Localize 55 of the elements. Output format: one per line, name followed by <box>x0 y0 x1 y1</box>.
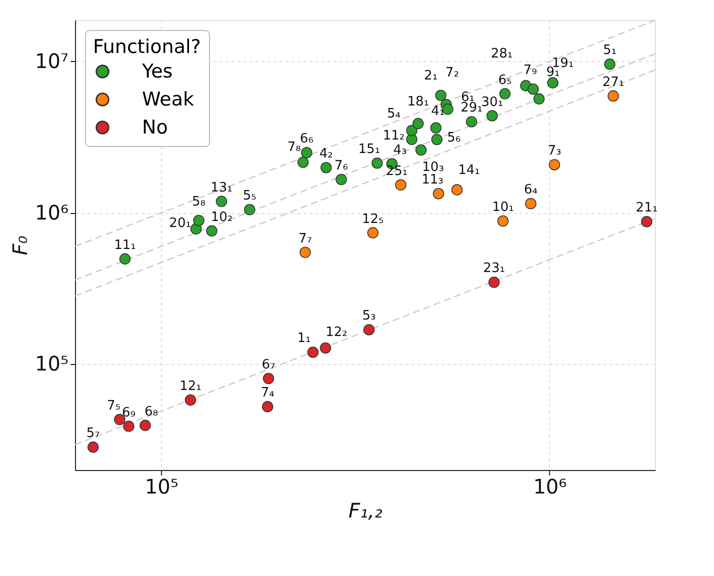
annotation: 5₆ <box>447 130 461 146</box>
annotation: 4₁ <box>431 104 445 119</box>
annotation: 6₈ <box>144 404 158 420</box>
annotation: 6₉ <box>122 405 136 420</box>
annotation: 1₁ <box>297 331 311 346</box>
annotation: 14₁ <box>458 162 480 178</box>
legend-title: Functional? <box>93 36 201 58</box>
annotation: 6₆ <box>300 132 314 147</box>
legend-label: Weak <box>142 88 194 110</box>
annotation: 5₁ <box>603 43 617 58</box>
x-axis-title: F₁,₂ <box>348 498 382 522</box>
annotation: 21₁ <box>636 200 658 216</box>
y-tick-label: 10⁵ <box>35 352 68 376</box>
annotation: 6₄ <box>524 182 538 198</box>
legend-label: No <box>142 116 168 138</box>
annotation: 20₁ <box>169 216 191 231</box>
annotation: 6₅ <box>498 72 512 88</box>
annotation: 28₁ <box>490 46 513 62</box>
annotation: 11₃ <box>422 172 444 188</box>
annotation: 11₂ <box>382 128 405 144</box>
annotation: 5₈ <box>192 194 206 210</box>
annotation: 7₆ <box>334 158 348 174</box>
annotation: 2₁ <box>424 68 438 84</box>
annotation: 7₈ <box>287 140 301 156</box>
annotation: 30₁ <box>481 94 504 110</box>
annotation: 25₁ <box>386 164 408 179</box>
annotation: 5₇ <box>86 426 100 442</box>
annotation: 4₃ <box>393 142 407 158</box>
annotation: 12₁ <box>180 379 202 394</box>
annotation: 10₁ <box>492 200 514 216</box>
annotation: 11₁ <box>114 238 136 253</box>
annotation: 7₄ <box>260 386 274 401</box>
annotation: 7₂ <box>445 65 459 80</box>
annotation: 23₁ <box>483 261 505 276</box>
annotation: 10₃ <box>422 160 444 176</box>
annotation: 7₅ <box>106 398 120 414</box>
y-tick-label: 10⁶ <box>35 200 68 224</box>
y-tick-label: 10⁷ <box>35 48 68 73</box>
annotation: 4₂ <box>319 146 333 162</box>
y-axis-title: F₀ <box>8 236 32 256</box>
legend-label: Yes <box>141 60 173 82</box>
annotation: 5₃ <box>362 308 376 324</box>
annotation: 15₁ <box>358 142 380 158</box>
annotation: 13₁ <box>210 180 232 196</box>
annotation: 7₃ <box>548 144 562 159</box>
annotation: 5₅ <box>242 188 256 204</box>
annotation: 10₂ <box>210 210 233 225</box>
annotation: 5₄ <box>387 106 401 122</box>
annotation: 7₇ <box>298 231 312 246</box>
annotation: 7₉ <box>523 63 537 78</box>
annotation: 12₂ <box>326 324 348 340</box>
annotation: 12₅ <box>362 212 384 227</box>
annotation: 27₁ <box>602 74 624 90</box>
annotation: 6₇ <box>262 358 276 373</box>
annotation: 18₁ <box>407 94 430 110</box>
